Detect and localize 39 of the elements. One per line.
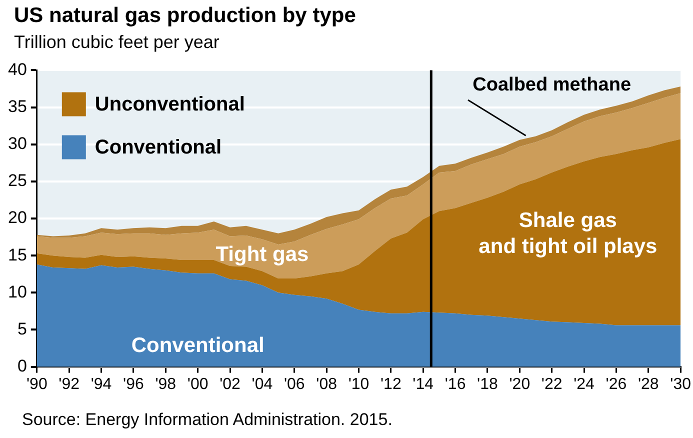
x-tick-label: '14 [412, 376, 434, 393]
chart-subtitle: Trillion cubic feet per year [14, 32, 220, 53]
x-tick-label: '24 [574, 376, 595, 393]
x-tick-label: '18 [477, 376, 498, 393]
y-tick-label: 30 [8, 134, 27, 154]
series-label: Shale gas and tight oil plays [478, 209, 658, 258]
x-tick-label: '30 [670, 376, 692, 393]
y-tick-label: 15 [8, 245, 27, 264]
y-tick-label: 5 [17, 319, 27, 338]
series-label: Coalbed methane [472, 74, 632, 96]
x-tick-label: '04 [252, 376, 273, 393]
x-tick-label: '96 [123, 376, 144, 393]
annotation: Unconventional [94, 94, 245, 116]
text: Conventional [131, 334, 264, 358]
x-tick-label: '08 [316, 376, 338, 393]
source-note: Source: Energy Information Administration. 2015. [22, 410, 392, 430]
legend-label: Conventional [94, 136, 222, 159]
x-tick-label: '20 [509, 376, 530, 393]
y-tick-label: 10 [8, 282, 27, 302]
x-tick-label: '98 [155, 376, 176, 393]
x-tick-label: '06 [284, 376, 305, 393]
x-tick-label: '12 [380, 376, 402, 393]
x-tick-label: '10 [348, 376, 370, 393]
y-tick-label: 20 [8, 208, 27, 228]
x-tick-label: '90 [26, 376, 48, 393]
y-tick-label: 25 [8, 171, 27, 190]
series-label: Tight gas [216, 243, 309, 266]
x-tick-label: '16 [444, 376, 466, 393]
y-tick-label: 35 [8, 96, 27, 116]
x-tick-label: '00 [187, 376, 208, 393]
x-tick-label: '94 [90, 376, 112, 393]
x-tick-label: '92 [58, 376, 80, 393]
x-tick-label: '02 [220, 376, 241, 393]
chart-title: US natural gas production by type [14, 4, 356, 28]
y-tick-label: 0 [17, 356, 27, 376]
x-tick-label: '26 [606, 376, 627, 393]
y-tick-label: 40 [8, 60, 27, 79]
x-tick-label: '28 [638, 376, 659, 393]
x-tick-label: '22 [541, 376, 562, 393]
